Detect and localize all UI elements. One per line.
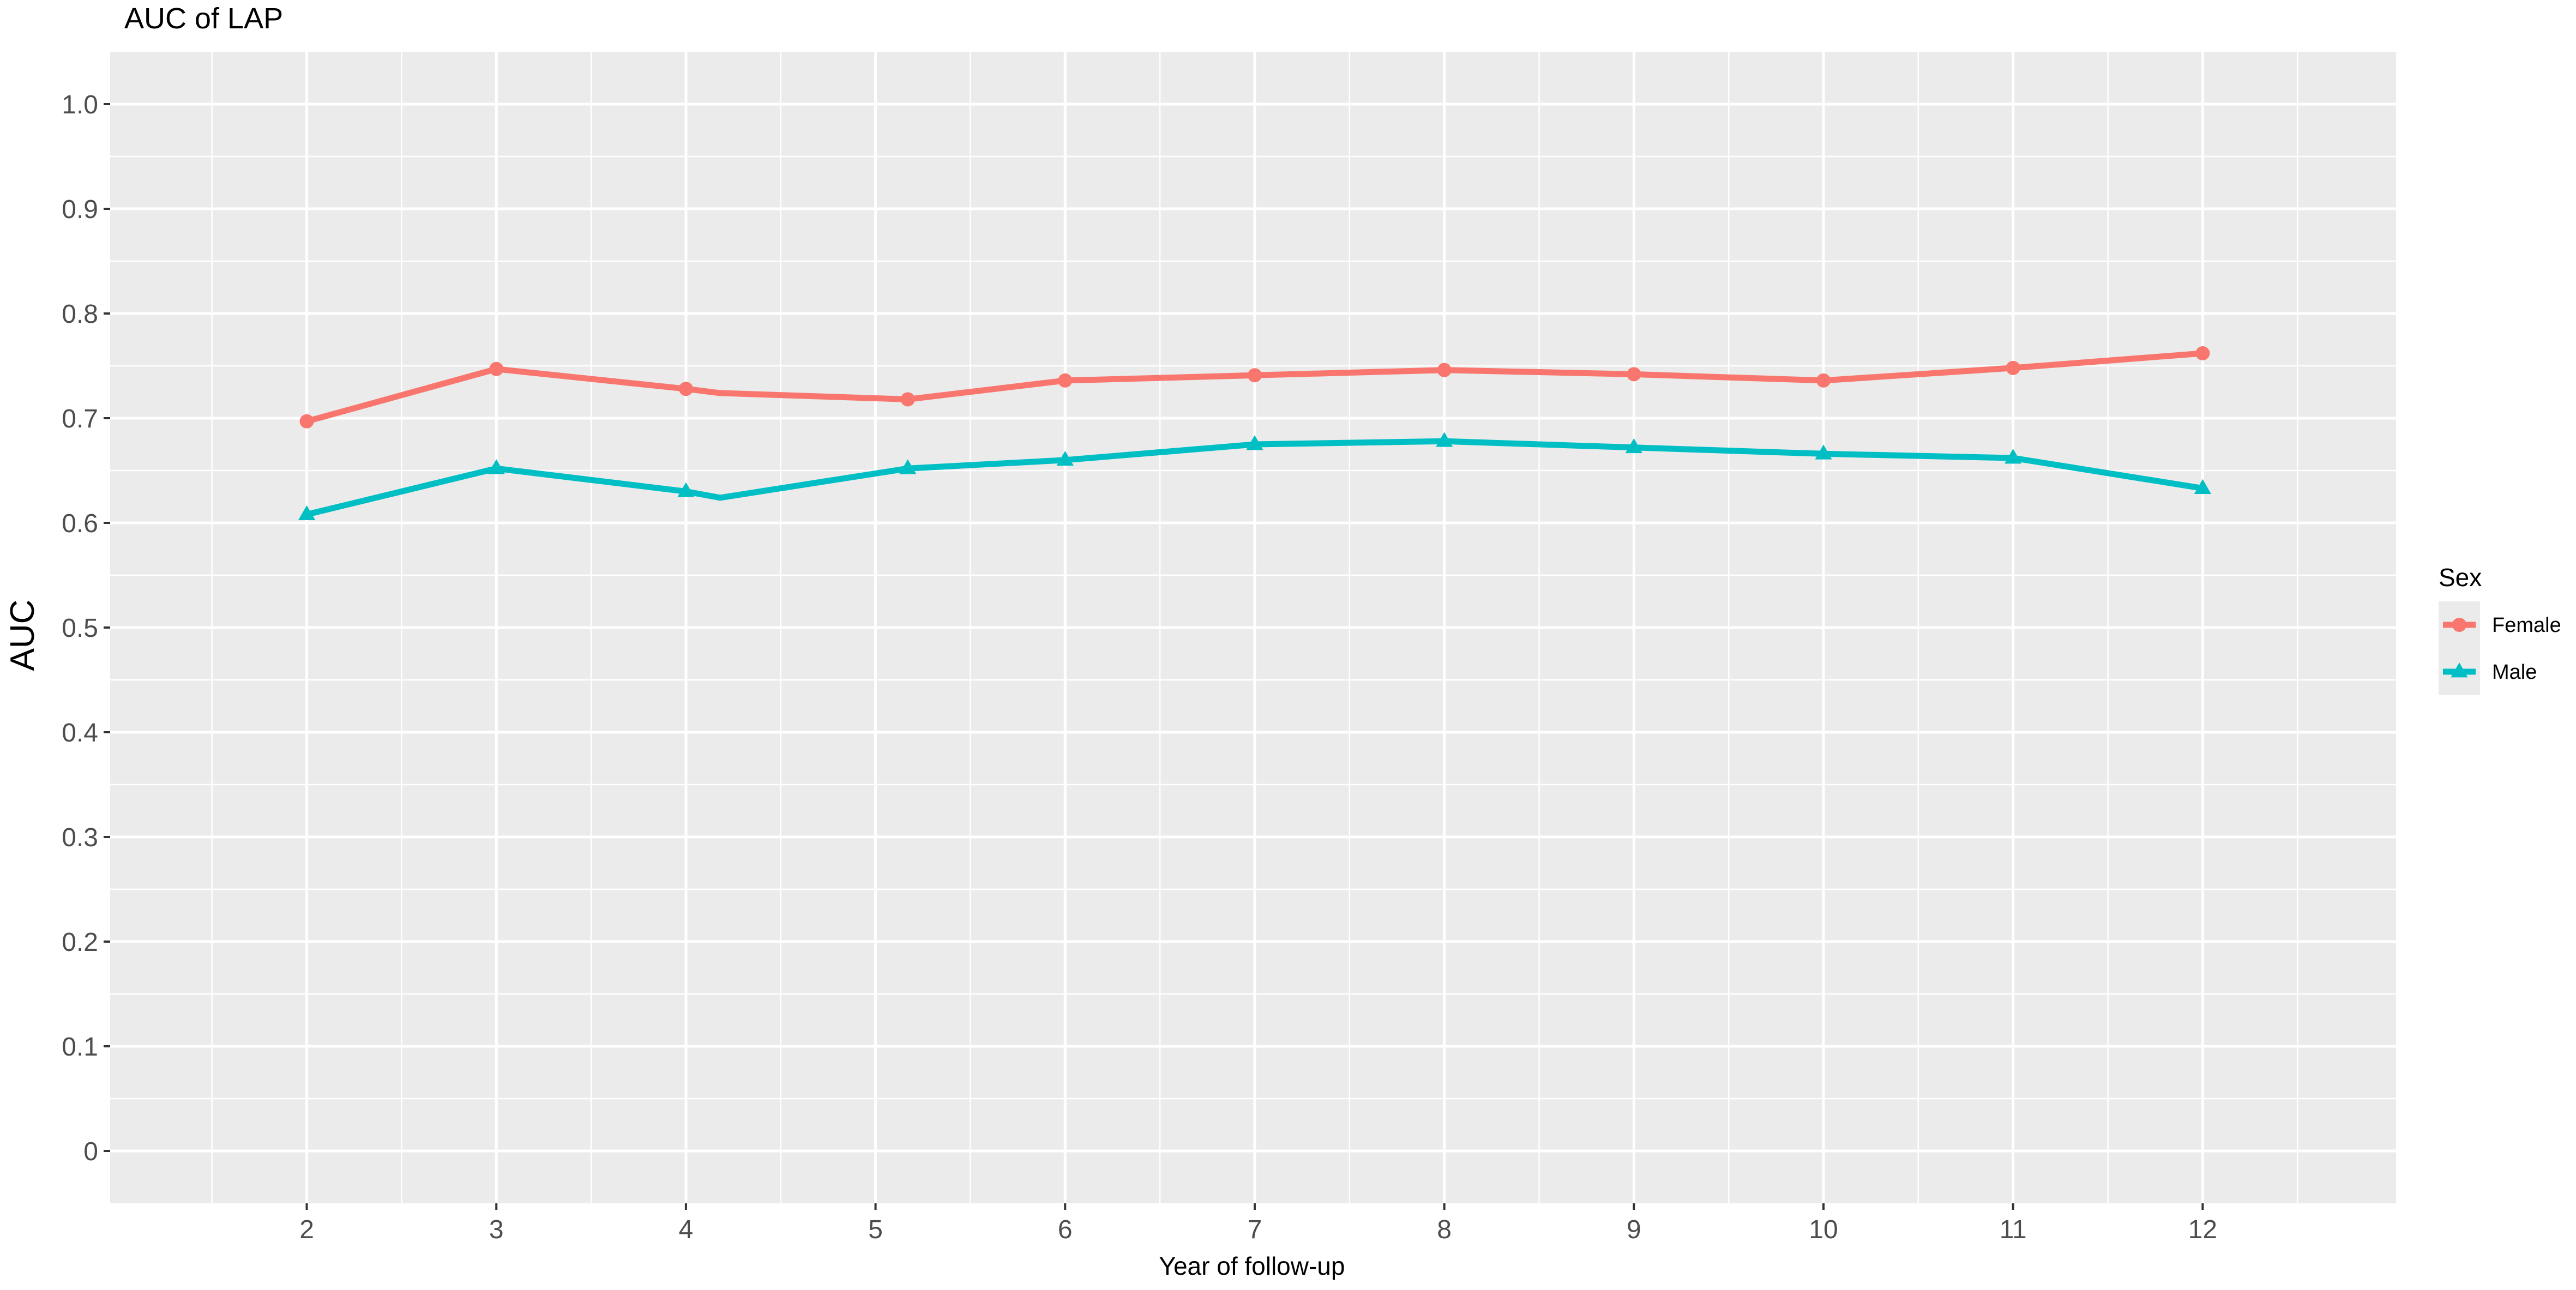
data-point-female bbox=[678, 382, 693, 396]
data-point-female bbox=[1437, 363, 1452, 377]
x-tick-label: 6 bbox=[1058, 1215, 1073, 1244]
y-tick-label: 0.1 bbox=[62, 1033, 98, 1062]
x-tick-label: 3 bbox=[489, 1215, 504, 1244]
x-tick-label: 9 bbox=[1627, 1215, 1641, 1244]
legend: Sex Female Male bbox=[2439, 563, 2561, 695]
data-point-male bbox=[2194, 479, 2211, 495]
legend-marker-male bbox=[2451, 662, 2468, 678]
series-line-female bbox=[306, 350, 2203, 425]
x-tick-label: 11 bbox=[2000, 1215, 2027, 1244]
y-tick-label: 0.6 bbox=[62, 509, 98, 538]
x-tick-label: 4 bbox=[679, 1215, 694, 1244]
data-point-female bbox=[299, 414, 314, 429]
x-axis-title: Year of follow-up bbox=[1159, 1252, 1345, 1280]
y-axis-title: AUC bbox=[4, 600, 41, 671]
data-point-male bbox=[677, 482, 695, 497]
data-point-male bbox=[1625, 438, 1642, 454]
data-point-male bbox=[1246, 435, 1263, 450]
y-tick-label: 0.7 bbox=[62, 405, 98, 433]
y-tick-label: 1.0 bbox=[62, 91, 98, 119]
data-point-female bbox=[1247, 368, 1262, 383]
data-point-female bbox=[2006, 360, 2020, 375]
series-male bbox=[298, 432, 2211, 521]
x-tick-label: 7 bbox=[1248, 1215, 1262, 1244]
data-point-male bbox=[899, 459, 917, 474]
legend-label-male: Male bbox=[2492, 661, 2537, 684]
y-axis-tick-labels: 0 0.1 0.2 0.3 0.4 0.5 0.6 0.7 0.8 0.9 1.0 bbox=[62, 91, 98, 1166]
legend-label-female: Female bbox=[2492, 614, 2561, 637]
major-grid bbox=[110, 52, 2396, 1203]
legend-marker-female bbox=[2452, 618, 2466, 632]
x-tick-label: 5 bbox=[868, 1215, 883, 1244]
x-tick-label: 2 bbox=[299, 1215, 314, 1244]
legend-keys: Female Male bbox=[2439, 601, 2561, 695]
y-tick-label: 0 bbox=[83, 1137, 98, 1166]
y-tick-label: 0.8 bbox=[62, 300, 98, 329]
data-point-male bbox=[1436, 432, 1453, 447]
series-female bbox=[299, 346, 2210, 429]
y-tick-label: 0.9 bbox=[62, 195, 98, 224]
data-point-female bbox=[2195, 346, 2210, 360]
data-point-female bbox=[1627, 367, 1641, 382]
data-point-female bbox=[1816, 373, 1831, 388]
series-layer bbox=[298, 346, 2211, 521]
data-point-male bbox=[2005, 449, 2022, 464]
x-tick-label: 10 bbox=[1809, 1215, 1838, 1244]
legend-title: Sex bbox=[2439, 563, 2482, 592]
data-point-female bbox=[900, 392, 915, 407]
data-point-female bbox=[489, 361, 504, 376]
data-point-male bbox=[1815, 444, 1832, 460]
y-tick-label: 0.4 bbox=[62, 719, 98, 748]
data-point-male bbox=[298, 505, 316, 521]
x-tick-label: 8 bbox=[1437, 1215, 1452, 1244]
y-tick-label: 0.2 bbox=[62, 928, 98, 957]
chart-title: AUC of LAP bbox=[124, 2, 283, 35]
data-point-female bbox=[1058, 373, 1073, 388]
y-tick-label: 0.3 bbox=[62, 823, 98, 852]
series-line-male bbox=[306, 438, 2204, 517]
data-point-male bbox=[1056, 450, 1074, 466]
x-axis-tick-labels: 2 3 4 5 6 7 8 9 10 11 12 bbox=[299, 1215, 2217, 1244]
data-point-male bbox=[487, 459, 505, 474]
axis-ticks bbox=[104, 103, 2204, 1210]
x-tick-label: 12 bbox=[2188, 1215, 2217, 1244]
y-tick-label: 0.5 bbox=[62, 614, 98, 643]
